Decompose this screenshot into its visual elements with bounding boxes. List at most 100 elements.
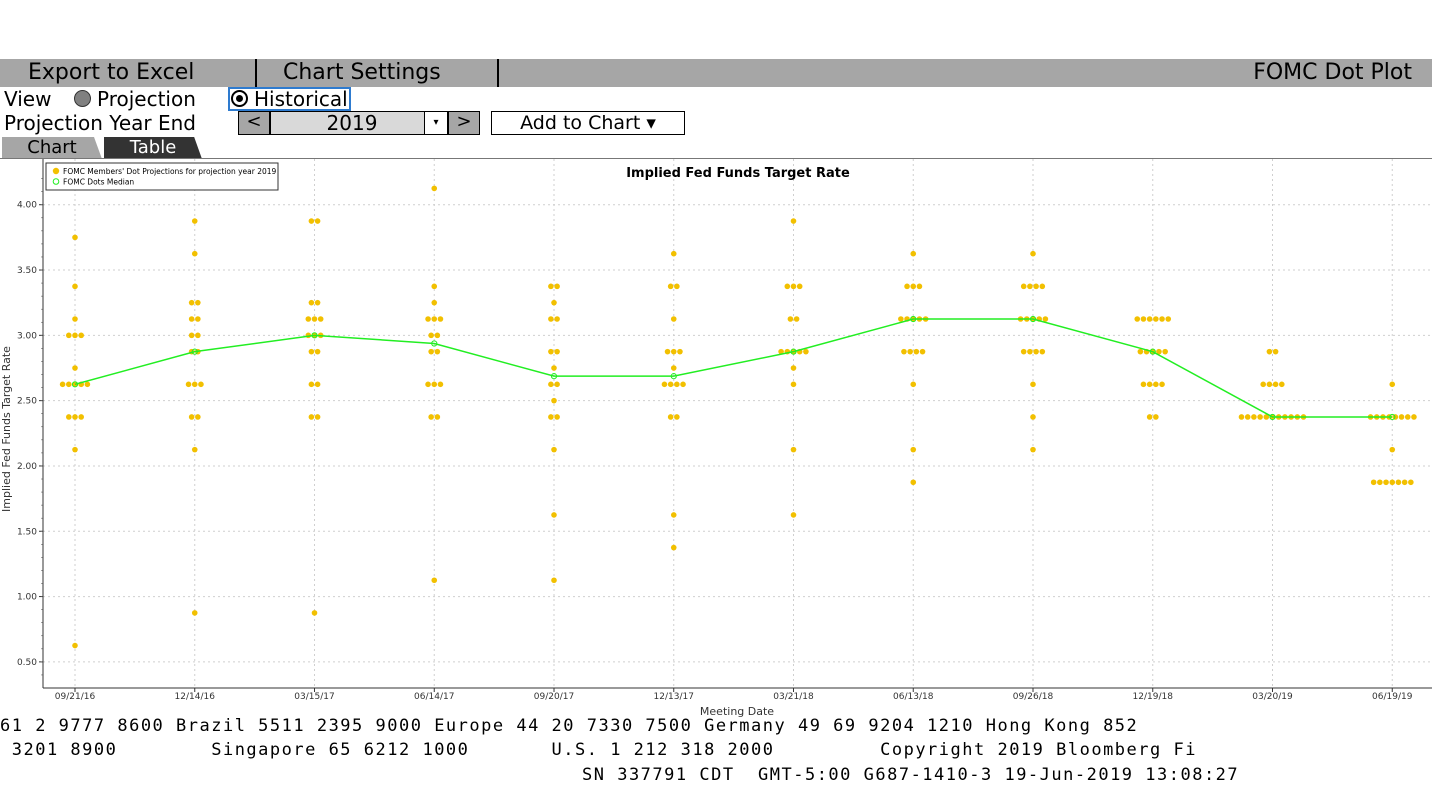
projection-dot [551, 512, 557, 518]
projection-dot [551, 365, 557, 371]
median-point [790, 348, 797, 355]
radio-selected-icon[interactable] [231, 90, 248, 107]
view-option-projection[interactable]: Projection [74, 88, 196, 110]
median-point [1029, 315, 1037, 323]
projection-dot [793, 316, 800, 322]
projection-dot [198, 381, 204, 388]
projection-dot [670, 365, 677, 371]
tab-chart[interactable]: Chart [2, 137, 102, 159]
projection-dot [308, 299, 315, 306]
projection-dot [1383, 479, 1389, 486]
projection-dot [311, 610, 318, 616]
projection-dot [431, 316, 438, 322]
projection-dot [305, 316, 312, 322]
projection-dot [314, 218, 321, 224]
projection-dot [913, 348, 920, 355]
projection-dot [670, 348, 677, 355]
median-point [431, 340, 438, 347]
dot-plot-chart: 0.50 1.00 1.50 2.00 2.50 3.00 3.50 4.00 09/21/16… [0, 159, 1432, 718]
projection-dot [548, 316, 554, 322]
projection-dot [1159, 381, 1165, 388]
projection-dot [548, 348, 554, 355]
projection-dot [311, 316, 318, 322]
x-tick-label: 06/19/19 [1372, 692, 1413, 702]
projection-dot [554, 381, 560, 388]
y-tick-label: 1.00 [17, 593, 37, 603]
projection-dot [425, 316, 431, 322]
toolbar-divider [255, 59, 257, 87]
projection-dot [59, 381, 66, 388]
projection-dot [778, 348, 784, 355]
tab-table[interactable]: Table [104, 137, 202, 159]
y-tick-label: 0.50 [17, 658, 37, 668]
chart-area: 0.50 1.00 1.50 2.00 2.50 3.00 3.50 4.00 09/21/16… [0, 159, 1432, 720]
chevron-down-icon[interactable]: ▾ [424, 111, 448, 135]
projection-dot [554, 348, 560, 355]
projection-dot [910, 250, 917, 257]
projection-dot [910, 446, 917, 453]
projection-dot [901, 348, 907, 355]
projection-year-field[interactable]: 2019 [270, 111, 434, 135]
projection-dot [1272, 381, 1279, 388]
projection-dot [784, 283, 791, 290]
projection-dot [790, 218, 797, 224]
footer-contacts-line: 61 2 9777 8600 Brazil 5511 2395 9000 Eur… [0, 716, 1139, 736]
x-tick-label: 09/26/18 [1013, 692, 1054, 702]
projection-dot [428, 414, 434, 420]
projection-dot [1389, 381, 1396, 388]
projection-dot [188, 332, 195, 339]
projection-dot [907, 348, 913, 355]
median-point [670, 373, 677, 380]
page-title: FOMC Dot Plot [1253, 60, 1412, 85]
median-point [1149, 348, 1156, 355]
projection-dot [1140, 381, 1147, 388]
projection-dot [790, 381, 797, 388]
projection-dot [551, 299, 557, 306]
projection-dot [1039, 283, 1046, 290]
projection-dot [1398, 414, 1405, 420]
projection-dot [1153, 316, 1159, 322]
projection-year-label: Projection Year End [4, 111, 196, 135]
chart-title: Implied Fed Funds Target Rate [626, 166, 850, 181]
projection-dot [1039, 348, 1046, 355]
x-tick-label: 09/20/17 [534, 692, 574, 702]
projection-dot [548, 283, 554, 290]
legend-median-marker [52, 178, 60, 185]
projection-dot [428, 348, 434, 355]
footer-status-line: SN 337791 CDT GMT-5:00 G687-1410-3 19-Ju… [582, 765, 1240, 785]
footer-contacts-line: 3201 8900 Singapore 65 6212 1000 U.S. 1 … [0, 740, 1197, 760]
projection-dot [1389, 446, 1396, 453]
y-tick-label: 2.00 [17, 462, 37, 472]
view-option-historical[interactable]: Historical [228, 87, 351, 111]
projection-dot [78, 332, 84, 339]
projection-dot [431, 283, 438, 290]
toolbar: Export to Excel Chart Settings FOMC Dot … [0, 59, 1432, 87]
chart-settings-button[interactable]: Chart Settings [283, 60, 441, 85]
projection-dot [66, 414, 72, 420]
projection-dot [434, 414, 441, 420]
median-line [74, 318, 1393, 418]
projection-dot [664, 348, 671, 355]
projection-dot [1238, 414, 1245, 420]
projection-dot [191, 446, 198, 453]
radio-unselected-icon[interactable] [74, 90, 91, 107]
projection-dot [431, 577, 438, 584]
projection-dot [661, 381, 668, 388]
projection-dot [195, 332, 201, 339]
projection-dot [1146, 381, 1153, 388]
projection-dot [195, 414, 201, 420]
projection-dot [308, 414, 315, 420]
plot-background [43, 159, 1432, 688]
add-to-chart-button[interactable]: Add to Chart ▾ [491, 111, 685, 135]
projection-dot [554, 414, 560, 420]
projection-dot [1266, 381, 1273, 388]
export-to-excel-button[interactable]: Export to Excel [28, 60, 195, 85]
median-point [550, 373, 558, 380]
projection-dot [790, 512, 797, 518]
projection-dot [72, 365, 78, 371]
projection-dot [919, 348, 926, 355]
projection-dot [670, 512, 677, 518]
projection-dot [84, 381, 91, 388]
next-year-button[interactable]: > [448, 111, 480, 135]
previous-year-button[interactable]: < [238, 111, 270, 135]
